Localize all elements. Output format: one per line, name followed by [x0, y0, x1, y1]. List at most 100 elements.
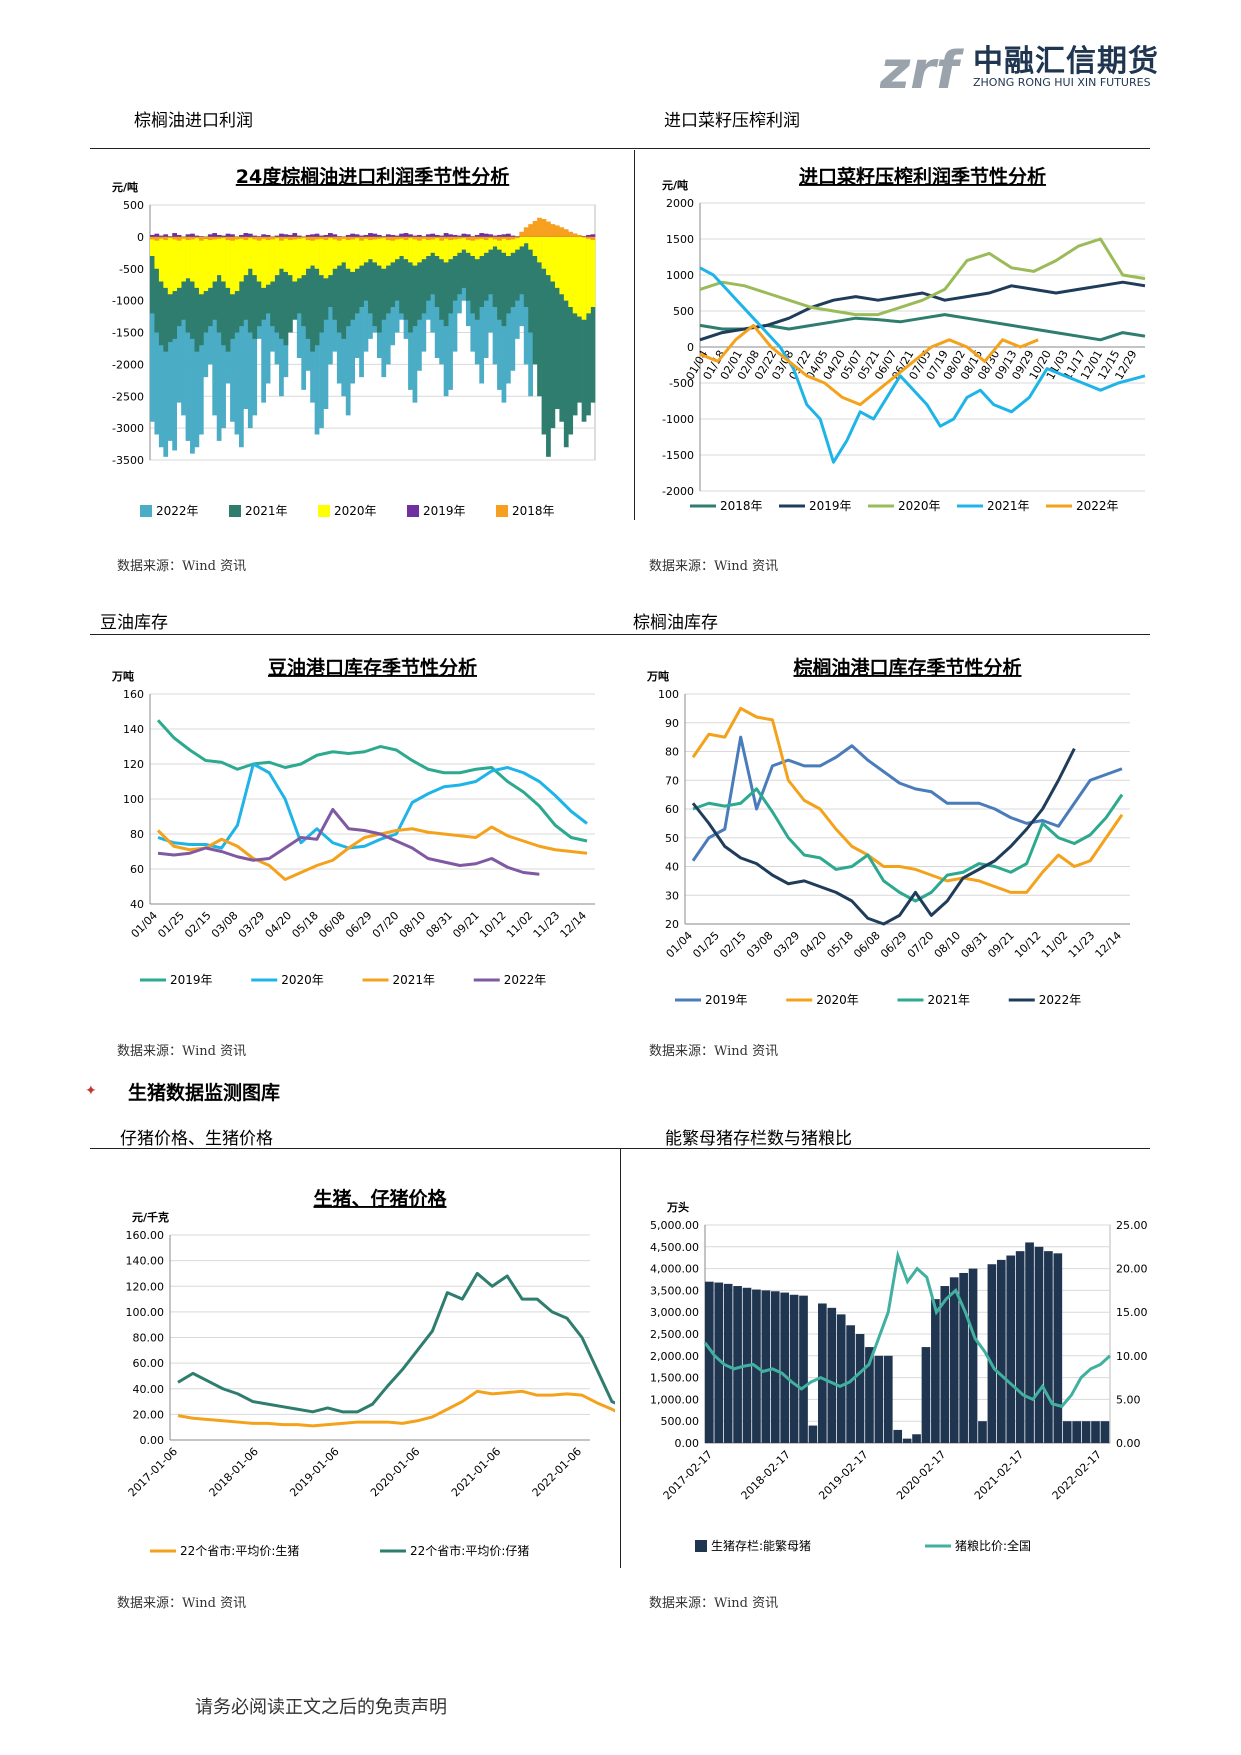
bar: [172, 233, 177, 237]
y-tick-label: 2000: [666, 197, 694, 210]
bar: [336, 236, 342, 266]
bar: [181, 236, 186, 239]
bar: [296, 236, 302, 239]
bar: [554, 236, 560, 409]
source-note: 数据来源：Wind 资讯: [117, 1044, 247, 1059]
bar: [483, 236, 489, 241]
bar: [341, 236, 347, 263]
y-axis-label: 元/千克: [132, 1210, 169, 1224]
bar: [519, 236, 525, 295]
bar: [150, 236, 155, 240]
x-tick-label: 07/20: [370, 909, 402, 941]
bar: [563, 236, 569, 301]
bar: [328, 233, 333, 237]
divider: [634, 150, 635, 520]
bar: [163, 234, 169, 237]
bar: [523, 236, 529, 307]
bar: [434, 236, 440, 256]
bar: [434, 236, 440, 239]
y-tick-label: 500: [673, 305, 694, 318]
bar: [514, 236, 520, 301]
source-note: 数据来源：Wind 资讯: [117, 559, 247, 574]
legend-label: 2019年: [809, 499, 852, 513]
bar: [234, 236, 240, 435]
section-heading: 生猪数据监测图库: [128, 1082, 281, 1104]
bar: [287, 236, 293, 333]
divider: [90, 634, 1150, 635]
bar: [996, 1259, 1006, 1443]
bar: [274, 236, 280, 276]
legend-swatch: [140, 505, 152, 517]
x-tick-label: 01/25: [155, 909, 187, 941]
bar: [492, 236, 498, 247]
y-tick-label: 4,500.00: [650, 1241, 699, 1254]
bar: [283, 236, 289, 346]
section-title-soyoil-stock: 豆油库存: [100, 613, 168, 633]
bar: [256, 236, 262, 282]
bar: [150, 236, 155, 422]
bar: [345, 234, 351, 237]
bar: [185, 236, 191, 441]
bar: [528, 236, 533, 333]
y-tick-label: 90: [665, 717, 679, 730]
bar: [399, 236, 404, 239]
bar: [385, 236, 391, 266]
bar: [1006, 1255, 1016, 1443]
y-tick-label: 80: [130, 828, 144, 841]
bar: [301, 236, 307, 239]
bar: [212, 236, 218, 240]
bar: [506, 236, 511, 241]
bar: [501, 236, 507, 239]
bar: [190, 233, 195, 237]
y-tick-label: -2500: [112, 390, 144, 403]
bar: [216, 234, 222, 237]
bar: [893, 1429, 903, 1443]
bar: [381, 236, 387, 269]
bar: [723, 1283, 733, 1443]
y-tick-label: 60.00: [133, 1357, 165, 1370]
bar: [176, 234, 182, 237]
y-tick-label: 120: [123, 758, 144, 771]
bar: [846, 1325, 855, 1443]
bar: [461, 236, 467, 288]
bar: [172, 236, 177, 451]
bar: [319, 236, 324, 239]
y-tick-label: 60: [130, 863, 144, 876]
bar: [323, 236, 329, 409]
y-tick-label: 30: [665, 889, 679, 902]
bar: [465, 236, 471, 253]
bar: [408, 234, 413, 237]
bar: [230, 236, 235, 295]
bar: [510, 236, 516, 307]
y-tick-label: 1,500.00: [650, 1372, 699, 1385]
chart-title: 进口菜籽压榨利润季节性分析: [799, 165, 1046, 188]
chart-title: 棕榈油港口库存季节性分析: [793, 656, 1021, 679]
bar: [465, 236, 471, 301]
bar: [336, 236, 342, 237]
bar: [590, 236, 596, 241]
bar: [319, 236, 324, 333]
bar: [239, 234, 244, 237]
bar: [483, 233, 489, 237]
bar: [332, 236, 338, 240]
bar: [1062, 1421, 1072, 1443]
bar: [225, 236, 231, 241]
y-axis-label: 万吨: [646, 669, 669, 683]
bar: [1034, 1246, 1044, 1443]
bar: [368, 236, 373, 260]
bar: [319, 235, 324, 237]
bar: [572, 236, 578, 416]
bar: [733, 1286, 742, 1443]
bar: [537, 236, 542, 263]
bar: [550, 236, 556, 282]
bar: [185, 234, 191, 237]
chart-title: 生猪、仔猪价格: [313, 1187, 447, 1210]
section-title-sow-inventory: 能繁母猪存栏数与猪粮比: [665, 1129, 852, 1149]
bar: [323, 234, 329, 237]
bar: [350, 236, 355, 320]
y-tick-label: 1500: [666, 233, 694, 246]
y-tick-label: 160.00: [126, 1229, 165, 1242]
logo-cn: 中融汇信期货: [973, 44, 1159, 79]
bar: [185, 236, 191, 333]
